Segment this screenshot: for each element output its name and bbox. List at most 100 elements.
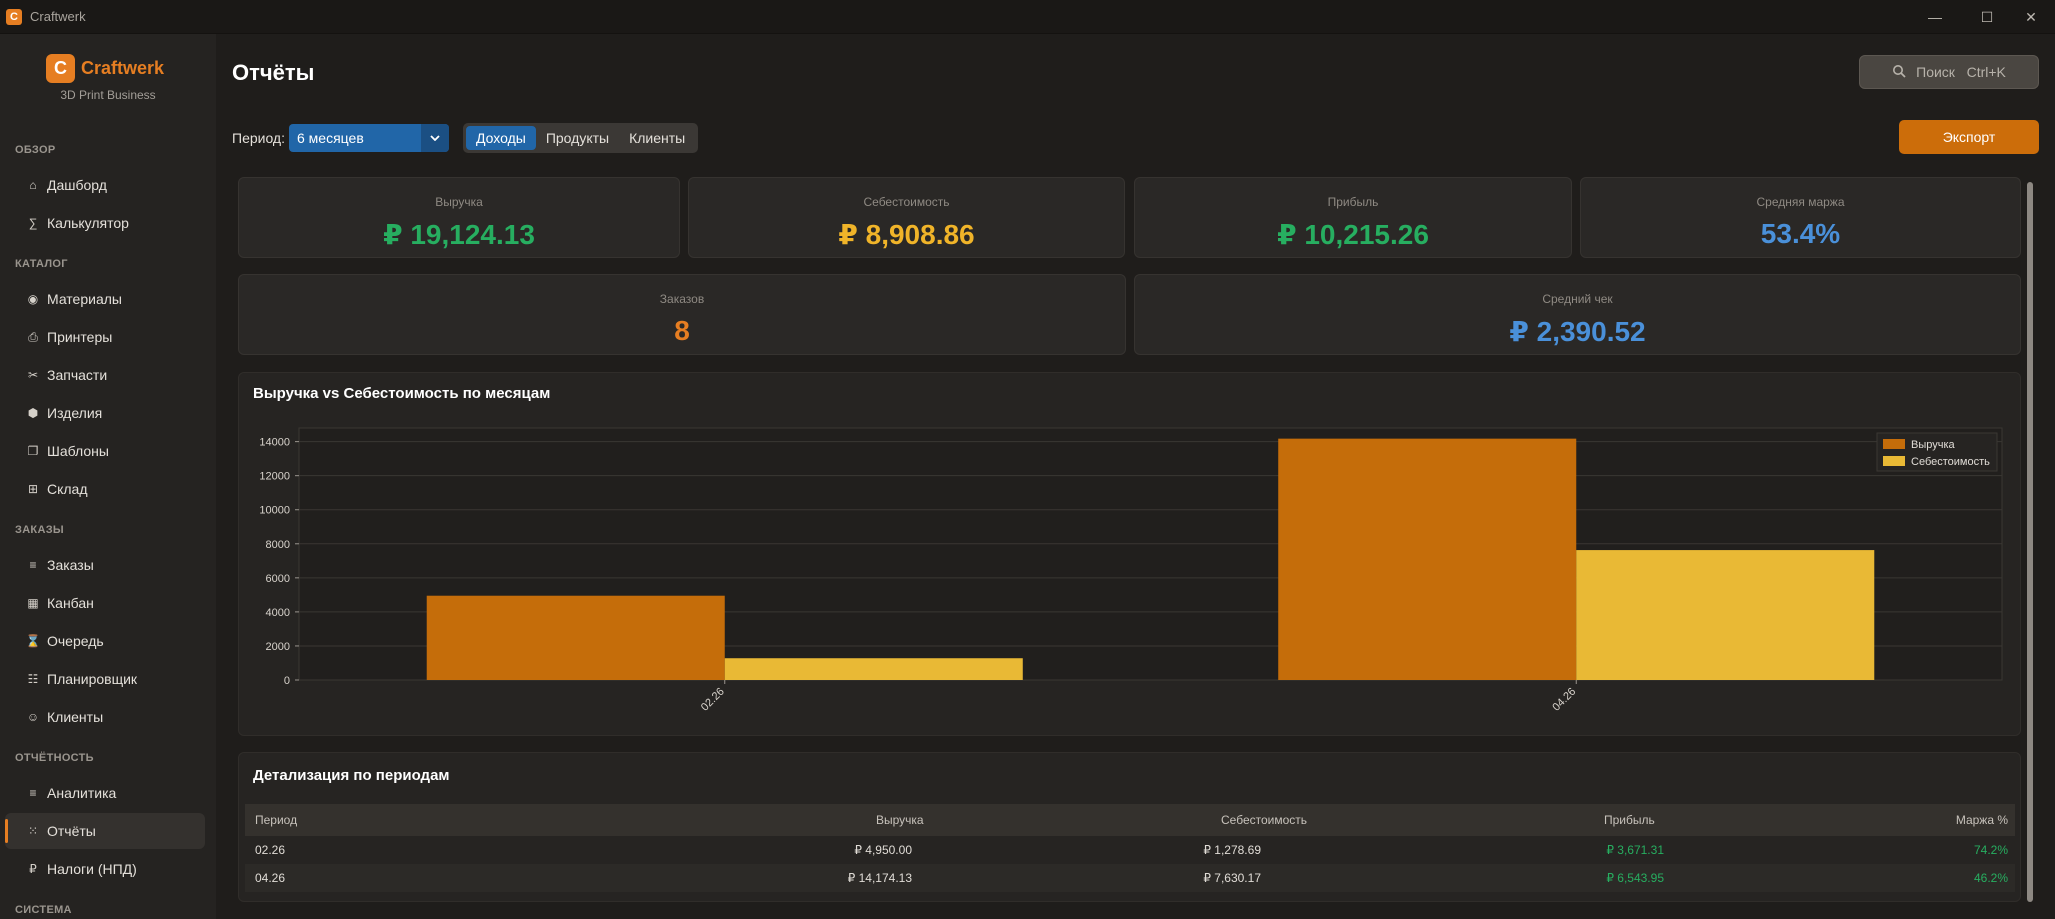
kpi-label: Средняя маржа [1756,195,1845,209]
chart-title: Выручка vs Себестоимость по месяцам [253,385,551,402]
section-reporting: ОТЧЁТНОСТЬ [15,752,94,764]
printer-icon: ⎙ [28,329,38,344]
cell-revenue: ₽ 14,174.13 [847,871,912,885]
cell-revenue: ₽ 4,950.00 [854,843,912,857]
sidebar-item-kanban[interactable]: ▦ Канбан [5,585,205,621]
kpi-card-profit: Прибыль ₽ 10,215.26 [1134,177,1572,258]
table-row[interactable]: 02.26 ₽ 4,950.00 ₽ 1,278.69 ₽ 3,671.31 7… [245,836,2015,864]
kpi-card-avg-check: Средний чек ₽ 2,390.52 [1134,274,2021,355]
chart-panel: Выручка vs Себестоимость по месяцам [238,372,2021,736]
sidebar-item-products[interactable]: ⬢ Изделия [5,395,205,431]
minimize-button[interactable]: — [1928,9,1942,25]
brand-logo-icon: C [46,54,75,83]
sidebar-item-label: Шаблоны [47,443,109,459]
sidebar-item-reports[interactable]: ⁙ Отчёты [5,813,205,849]
sidebar-item-label: Клиенты [47,709,104,725]
column-header[interactable]: Маржа % [1955,813,2008,827]
table-row[interactable]: 04.26 ₽ 14,174.13 ₽ 7,630.17 ₽ 6,543.95 … [245,864,2015,892]
kpi-card-margin: Средняя маржа 53.4% [1580,177,2021,258]
sidebar-item-templates[interactable]: ❐ Шаблоны [5,433,205,469]
analytics-icon: ≡ [29,786,37,800]
window-titlebar: C Craftwerk — ☐ ✕ [0,0,2055,34]
tab-products[interactable]: Продукты [545,130,610,146]
section-catalog: КАТАЛОГ [15,258,68,270]
kpi-label: Средний чек [1542,292,1613,306]
template-icon: ❐ [27,444,39,458]
sidebar-item-label: Заказы [47,557,94,573]
brand[interactable]: C Craftwerk [46,54,164,83]
kpi-value: 8 [674,315,690,346]
period-table: Период Выручка Себестоимость Прибыль Мар… [245,804,2015,892]
kanban-icon: ▦ [27,596,39,610]
chevron-down-icon[interactable] [421,124,449,152]
tools-icon: ✂ [27,368,39,382]
maximize-button[interactable]: ☐ [1980,8,1994,25]
column-header[interactable]: Период [255,813,298,827]
sidebar-item-label: Склад [47,481,88,497]
period-label: Период: [232,130,285,146]
cell-period: 02.26 [255,843,286,857]
cell-cost: ₽ 7,630.17 [1203,871,1261,885]
tab-clients[interactable]: Клиенты [629,130,686,146]
sidebar-item-printers[interactable]: ⎙ Принтеры [5,319,205,355]
sidebar-item-label: Аналитика [47,785,117,801]
kpi-value: ₽ 2,390.52 [1509,316,1646,347]
sidebar-item-dashboard[interactable]: ⌂ Дашборд [5,167,205,203]
sidebar-item-label: Налоги (НПД) [47,861,137,877]
window-title: Craftwerk [30,9,86,24]
cell-margin: 46.2% [1973,871,2008,885]
section-overview: ОБЗОР [15,144,56,156]
sidebar-item-queue[interactable]: ⌛ Очередь [5,623,205,659]
main-scrollbar[interactable] [2027,182,2033,902]
kpi-label: Прибыль [1327,195,1379,209]
sidebar-item-label: Дашборд [47,177,107,193]
hexagon-icon: ⬢ [27,406,39,420]
hourglass-icon: ⌛ [25,634,41,648]
cell-margin: 74.2% [1973,843,2008,857]
reports-icon: ⁙ [27,824,39,838]
spool-icon: ◉ [27,292,39,306]
column-header[interactable]: Выручка [876,813,924,827]
sidebar-item-clients[interactable]: ☺ Клиенты [5,699,205,735]
export-button[interactable]: Экспорт [1899,120,2039,154]
cell-profit: ₽ 6,543.95 [1606,871,1664,885]
planner-icon: ☷ [27,672,39,686]
sidebar-item-label: Изделия [47,405,103,421]
sidebar-item-materials[interactable]: ◉ Материалы [5,281,205,317]
sidebar-item-parts[interactable]: ✂ Запчасти [5,357,205,393]
kpi-value: ₽ 10,215.26 [1277,219,1429,250]
column-header[interactable]: Себестоимость [1221,813,1308,827]
app-logo-icon: C [6,8,22,25]
ruble-icon: ₽ [29,862,37,876]
sidebar-item-label: Планировщик [47,671,138,687]
kpi-value: ₽ 19,124.13 [383,219,535,250]
sidebar: C Craftwerk 3D Print Business ОБЗОР ⌂ Даш… [0,34,216,919]
section-orders: ЗАКАЗЫ [15,524,64,536]
table-header-row: Период Выручка Себестоимость Прибыль Мар… [245,804,2015,836]
column-header[interactable]: Прибыль [1604,813,1655,827]
search-icon [1892,64,1906,81]
sidebar-item-orders[interactable]: ≡ Заказы [5,547,205,583]
tab-income[interactable]: Доходы [466,126,536,150]
sidebar-item-label: Материалы [47,291,122,307]
sidebar-item-taxes[interactable]: ₽ Налоги (НПД) [5,851,205,887]
grid-icon: ⊞ [27,482,39,496]
kpi-value: 53.4% [1760,218,1841,249]
sidebar-item-label: Отчёты [47,823,96,839]
close-button[interactable]: ✕ [2025,8,2037,25]
home-icon: ⌂ [29,178,37,192]
brand-subtitle: 3D Print Business [60,88,156,102]
sidebar-item-label: Калькулятор [47,215,129,231]
search-button[interactable]: Поиск Ctrl+K [1859,55,2039,89]
table-title: Детализация по периодам [253,767,450,784]
report-type-tabs: Доходы Продукты Клиенты [463,123,699,153]
sidebar-item-analytics[interactable]: ≡ Аналитика [5,775,205,811]
period-select[interactable]: 6 месяцев [289,124,449,152]
sidebar-item-label: Принтеры [47,329,113,345]
sidebar-item-planner[interactable]: ☷ Планировщик [5,661,205,697]
sidebar-item-warehouse[interactable]: ⊞ Склад [5,471,205,507]
kpi-label: Себестоимость [863,195,950,209]
period-value: 6 месяцев [297,130,364,146]
search-label: Поиск Ctrl+K [1916,64,2006,80]
sidebar-item-calculator[interactable]: ∑ Калькулятор [5,205,205,241]
